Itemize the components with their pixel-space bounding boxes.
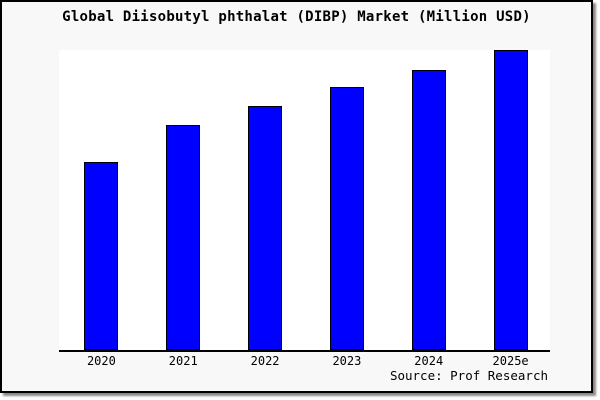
x-tick-label-2021: 2021 (168, 354, 198, 368)
x-tick-label-2025e: 2025e (492, 354, 529, 368)
bar-2024 (411, 70, 446, 350)
bar-2022 (248, 106, 283, 350)
x-tick-label-2020: 2020 (86, 354, 116, 368)
chart-frame: Global Diisobutyl phthalat (DIBP) Market… (0, 0, 593, 393)
x-tick-label-2022: 2022 (250, 354, 280, 368)
bar-2023 (329, 87, 364, 350)
x-tick-label-2023: 2023 (332, 354, 362, 368)
source-caption: Source: Prof Research (389, 368, 548, 383)
plot-area (59, 50, 550, 352)
x-axis: 2020 2021 2022 2023 2024 2025e (2, 354, 591, 372)
bar-2020 (84, 162, 119, 350)
bar-2025e (493, 50, 528, 350)
chart-title: Global Diisobutyl phthalat (DIBP) Market… (62, 9, 531, 25)
bar-2021 (166, 125, 201, 350)
x-tick-label-2024: 2024 (414, 354, 444, 368)
